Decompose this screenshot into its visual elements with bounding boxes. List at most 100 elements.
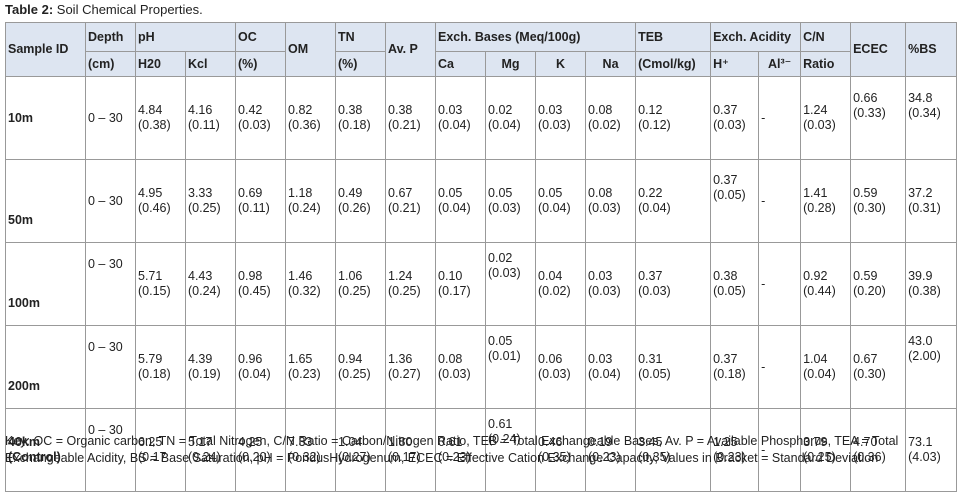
header-sample-id: Sample ID <box>5 22 86 77</box>
avp-cell: 1.24 (0.25) <box>385 242 437 326</box>
header-om: OM <box>285 22 337 77</box>
cn-cell: 1.04 (0.04) <box>800 325 852 409</box>
na-cell: 0.08 (0.03) <box>585 159 637 243</box>
ecec-cell: 0.66 (0.33) <box>850 76 907 160</box>
header-al: Al³⁻ <box>758 51 802 77</box>
tn-cell: 0.94 (0.25) <box>335 325 387 409</box>
om-cell: 1.65 (0.23) <box>285 325 337 409</box>
al-cell: - <box>758 76 802 160</box>
kcl-cell: 4.43 (0.24) <box>184 242 237 326</box>
h-cell: 0.38 (0.05) <box>710 242 760 326</box>
header-h: H⁺ <box>710 51 760 77</box>
header-tn: TN <box>335 22 387 52</box>
om-cell: 1.18 (0.24) <box>285 159 337 243</box>
cn-cell: 1.41 (0.28) <box>800 159 852 243</box>
h-cell: 0.37 (0.03) <box>710 76 760 160</box>
sample-id-cell: 100m <box>5 242 86 326</box>
h20-cell: 4.95 (0.46) <box>135 159 186 243</box>
header-depth-unit: (cm) <box>85 51 136 77</box>
kcl-cell: 4.16 (0.11) <box>184 76 237 160</box>
teb-cell: 0.12 (0.12) <box>635 76 712 160</box>
header-row-1: Sample ID Depth pH OC OM TN Av. P Exch. … <box>5 22 958 77</box>
depth-cell: 0 – 30 <box>85 242 136 326</box>
ecec-cell: 0.67 (0.30) <box>850 325 907 409</box>
na-cell: 0.03 (0.03) <box>585 242 637 326</box>
header-ca: Ca <box>435 51 487 77</box>
k-cell: 0.05 (0.04) <box>535 159 587 243</box>
ca-cell: 0.10 (0.17) <box>435 242 487 326</box>
header-exch-bases: Exch. Bases (Meq/100g) <box>435 22 637 52</box>
sample-id-cell: 10m <box>5 76 86 160</box>
tn-cell: 0.38 (0.18) <box>335 76 387 160</box>
header-na: Na <box>585 51 637 77</box>
header-oc: OC <box>235 22 287 52</box>
na-cell: 0.08 (0.02) <box>585 76 637 160</box>
al-cell: - <box>758 159 802 243</box>
header-exch-acidity: Exch. Acidity <box>710 22 802 52</box>
cn-cell: 1.24 (0.03) <box>800 76 852 160</box>
table-row: 200m 0 – 30 5.79 (0.18) 4.39 (0.19) 0.96 (0… <box>5 325 958 409</box>
al-cell: - <box>758 325 802 409</box>
teb-cell: 0.37 (0.03) <box>635 242 712 326</box>
h20-cell: 5.71 (0.15) <box>135 242 186 326</box>
header-teb-unit: (Cmol/kg) <box>635 51 712 77</box>
oc-cell: 0.98 (0.45) <box>235 242 287 326</box>
table-row: 100m 0 – 30 5.71 (0.15) 4.43 (0.24) 0.98 (0… <box>5 242 958 326</box>
sample-id-cell: 50m <box>5 159 86 243</box>
avp-cell: 1.36 (0.27) <box>385 325 437 409</box>
header-depth: Depth <box>85 22 136 52</box>
depth-cell: 0 – 30 <box>85 159 136 243</box>
mg-cell: 0.05 (0.03) <box>485 159 537 243</box>
table-caption: Table 2: Soil Chemical Properties. <box>5 2 203 17</box>
h20-cell: 4.84 (0.38) <box>135 76 186 160</box>
header-oc-unit: (%) <box>235 51 287 77</box>
oc-cell: 0.42 (0.03) <box>235 76 287 160</box>
header-cn-unit: Ratio <box>800 51 852 77</box>
h-cell: 0.37 (0.18) <box>710 325 760 409</box>
bs-cell: 43.0 (2.00) <box>905 325 958 409</box>
bs-cell: 39.9 (0.38) <box>905 242 958 326</box>
avp-cell: 0.38 (0.21) <box>385 76 437 160</box>
soil-properties-table: Sample ID Depth pH OC OM TN Av. P Exch. … <box>5 22 958 492</box>
header-teb: TEB <box>635 22 712 52</box>
bs-cell: 37.2 (0.31) <box>905 159 958 243</box>
avp-cell: 0.67 (0.21) <box>385 159 437 243</box>
header-mg: Mg <box>485 51 537 77</box>
h20-cell: 5.79 (0.18) <box>135 325 186 409</box>
header-ecec: ECEC <box>850 22 907 77</box>
caption-label: Table 2: <box>5 2 54 17</box>
mg-cell: 0.02 (0.03) <box>485 242 537 326</box>
cn-cell: 0.92 (0.44) <box>800 242 852 326</box>
oc-cell: 0.69 (0.11) <box>235 159 287 243</box>
ecec-cell: 0.59 (0.30) <box>850 159 907 243</box>
na-cell: 0.03 (0.04) <box>585 325 637 409</box>
ca-cell: 0.03 (0.04) <box>435 76 487 160</box>
mg-cell: 0.02 (0.04) <box>485 76 537 160</box>
header-avp: Av. P <box>385 22 437 77</box>
ca-cell: 0.08 (0.03) <box>435 325 487 409</box>
sample-id-cell: 200m <box>5 325 86 409</box>
table-row: 10m 0 – 30 4.84 (0.38) 4.16 (0.11) 0.42 (0.… <box>5 76 958 160</box>
kcl-cell: 4.39 (0.19) <box>184 325 237 409</box>
om-cell: 1.46 (0.32) <box>285 242 337 326</box>
table-row: 50m 0 – 30 4.95 (0.46) 3.33 (0.25) 0.69 (0.… <box>5 159 958 243</box>
tn-cell: 1.06 (0.25) <box>335 242 387 326</box>
header-tn-unit: (%) <box>335 51 387 77</box>
depth-cell: 0 – 30 <box>85 325 136 409</box>
header-row-2: (cm) H20 Kcl (%) (%) Ca Mg K Na (Cmol/kg… <box>6 51 957 77</box>
table-key-note: Key: OC = Organic carbon, TN = Total Nit… <box>5 434 899 465</box>
header-kcl: Kcl <box>184 51 237 77</box>
h-cell: 0.37 (0.05) <box>710 159 760 243</box>
oc-cell: 0.96 (0.04) <box>235 325 287 409</box>
om-cell: 0.82 (0.36) <box>285 76 337 160</box>
header-h20: H20 <box>135 51 186 77</box>
tn-cell: 0.49 (0.26) <box>335 159 387 243</box>
depth-cell: 0 – 30 <box>85 76 136 160</box>
teb-cell: 0.31 (0.05) <box>635 325 712 409</box>
k-cell: 0.03 (0.03) <box>535 76 587 160</box>
k-cell: 0.06 (0.03) <box>535 325 587 409</box>
teb-cell: 0.22 (0.04) <box>635 159 712 243</box>
bs-cell: 34.8 (0.34) <box>905 76 958 160</box>
ecec-cell: 0.59 (0.20) <box>850 242 907 326</box>
ca-cell: 0.05 (0.04) <box>435 159 487 243</box>
